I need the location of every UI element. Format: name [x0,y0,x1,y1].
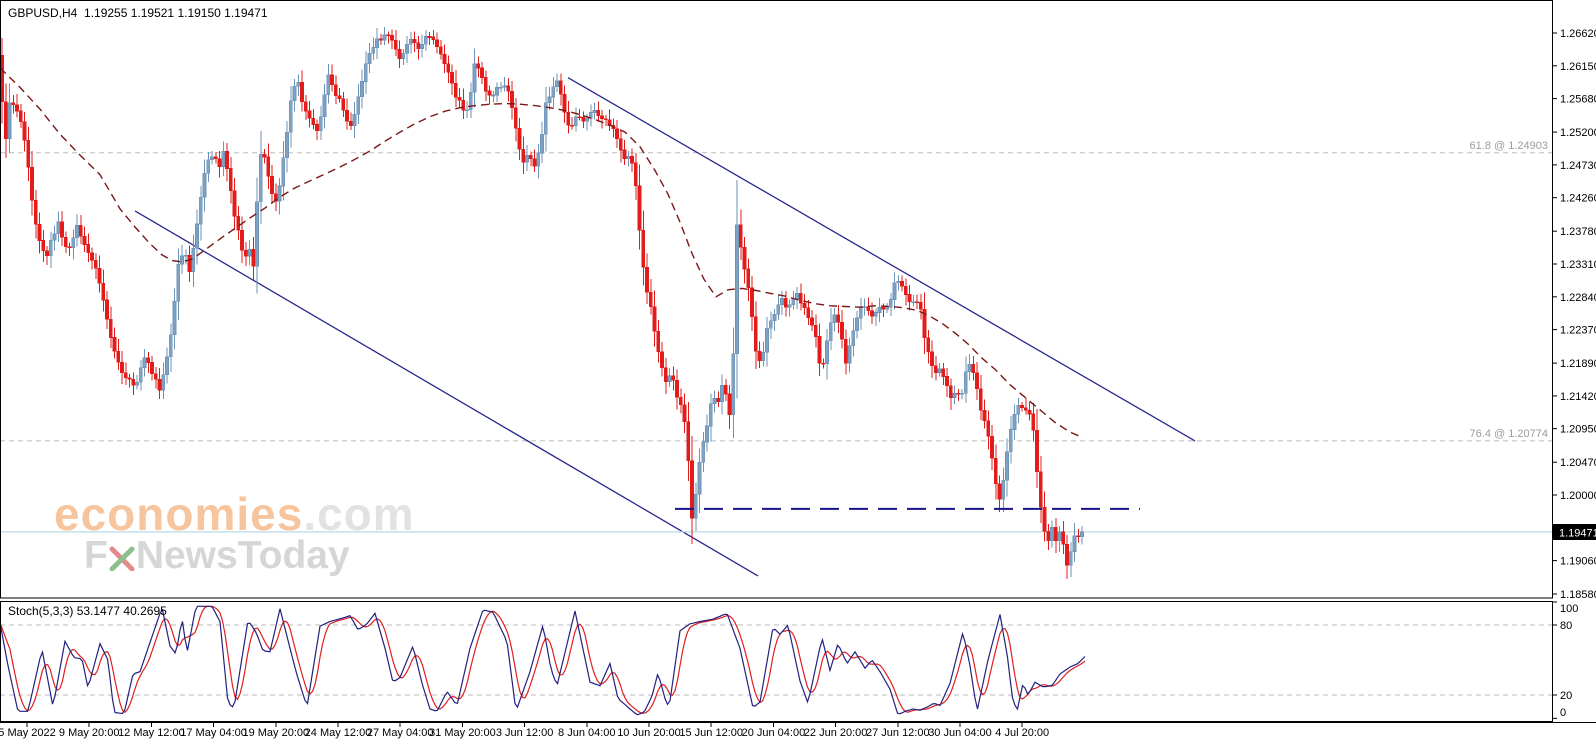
time-axis-label: 8 Jun 04:00 [558,727,616,739]
time-axis-label: 12 May 12:00 [118,727,185,739]
stoch-signal-line [0,605,1086,714]
trendline-upper-channel[interactable] [567,77,1196,442]
price-axis-label: 1.21890 [1560,358,1596,370]
time-axis-label: 9 May 20:00 [59,727,120,739]
fx-logo-x-icon [109,546,135,571]
watermark-tagline-rest: NewsToday [135,534,350,577]
time-axis-label: 19 May 20:00 [242,727,309,739]
fib-level-label-1: 76.4 @ 1.20774 [1470,428,1548,440]
price-axis-label: 1.21420 [1560,391,1596,403]
price-axis-label: 1.20950 [1560,424,1596,436]
time-axis-label: 10 Jun 20:00 [617,727,681,739]
time-axis-label: 27 May 04:00 [367,727,434,739]
candles-layer[interactable] [0,26,1084,580]
main-panel-border [0,0,1553,599]
main-price-panel[interactable]: 61.8 @ 1.24903 76.4 @ 1.20774 [0,26,1552,580]
time-axis-label: 5 May 2022 [0,727,56,739]
time-axis-label: 4 Jul 20:00 [995,727,1049,739]
current-price-badge-text: 1.19471 [1559,528,1596,540]
time-axis-label: 17 May 04:00 [180,727,247,739]
watermark-tagline-f: F [84,534,108,577]
price-axis-label: 1.23310 [1560,259,1596,271]
price-axis[interactable]: 1.26620 1.26150 1.25680 1.25200 1.24730 1.242… [1552,28,1596,719]
stochastic-indicator-label: Stoch(5,3,3) 53.1477 40.2695 [8,604,167,618]
time-axis-label: 27 Jun 12:00 [866,727,930,739]
price-axis-label: 1.19060 [1560,556,1596,568]
axes-layer [0,0,1596,723]
time-axis-label: 3 Jun 12:00 [496,727,554,739]
stoch-panel-border [0,601,1553,722]
watermark-tagline: F NewsToday [84,534,350,578]
chart-title-ohlc: GBPUSD,H4 1.19255 1.19521 1.19150 1.1947… [8,6,268,20]
price-axis-label: 1.22370 [1560,325,1596,337]
price-axis-label: 1.23780 [1560,226,1596,238]
time-axis-label: 20 Jun 04:00 [742,727,806,739]
moving-average-line[interactable] [0,67,1084,439]
price-axis-label: 1.24730 [1560,160,1596,172]
price-axis-label: 1.25200 [1560,127,1596,139]
time-axis-label: 15 Jun 12:00 [679,727,743,739]
stoch-axis-label: 20 [1560,690,1572,702]
time-axis-label: 24 May 12:00 [305,727,372,739]
stoch-axis-label: 100 [1560,603,1578,615]
price-axis-label: 1.26620 [1560,28,1596,40]
price-axis-label: 1.22840 [1560,292,1596,304]
time-axis-label: 31 May 20:00 [429,727,496,739]
time-axis-label: 30 Jun 04:00 [928,727,992,739]
price-axis-label: 1.20470 [1560,457,1596,469]
current-price-badge [1552,524,1596,540]
price-axis-label: 1.25680 [1560,94,1596,106]
price-axis-label: 1.20000 [1560,490,1596,502]
price-axis-label: 1.24260 [1560,193,1596,205]
stoch-axis-label: 0 [1560,707,1566,719]
stoch-axis-label: 80 [1560,620,1572,632]
time-axis-label: 22 Jun 20:00 [804,727,868,739]
trendline-lower-channel[interactable] [134,210,759,577]
stochastic-panel[interactable] [0,605,1552,716]
stoch-main-line [0,605,1086,716]
fib-level-label-0: 61.8 @ 1.24903 [1470,140,1548,152]
price-axis-label: 1.18580 [1560,589,1596,601]
price-axis-label: 1.26150 [1560,61,1596,73]
